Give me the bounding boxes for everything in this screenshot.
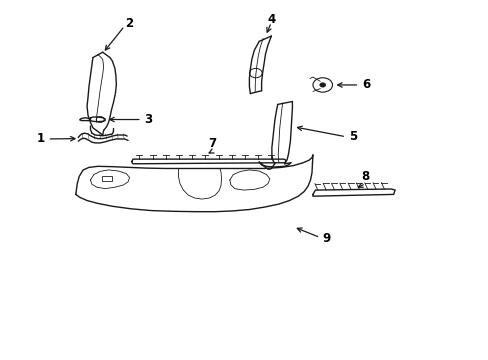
Text: 5: 5 bbox=[348, 130, 357, 143]
Text: 7: 7 bbox=[208, 138, 216, 150]
Text: 8: 8 bbox=[361, 170, 369, 183]
Circle shape bbox=[319, 83, 325, 87]
Text: 1: 1 bbox=[37, 132, 44, 145]
Text: 6: 6 bbox=[361, 78, 369, 91]
Text: 9: 9 bbox=[322, 232, 330, 245]
Text: 3: 3 bbox=[144, 113, 152, 126]
Bar bbox=[102, 176, 112, 181]
Text: 4: 4 bbox=[267, 13, 275, 26]
Text: 2: 2 bbox=[125, 17, 133, 30]
